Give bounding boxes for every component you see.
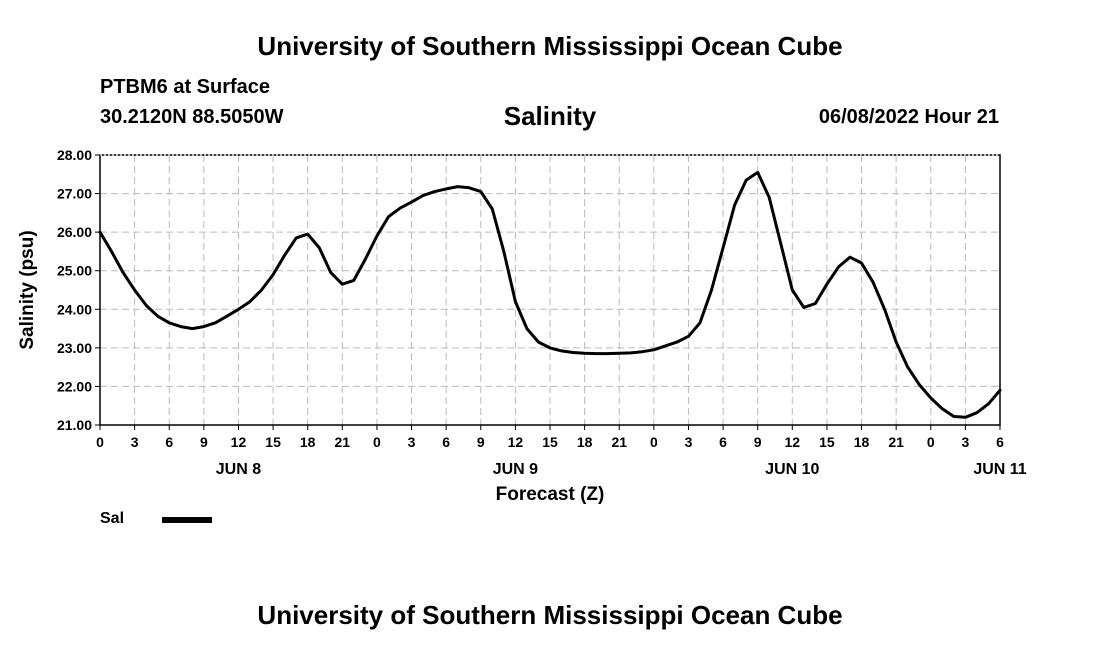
x-tick-label: 15	[542, 434, 558, 450]
chart-title: Salinity	[503, 101, 597, 131]
x-tick-label: 3	[961, 434, 969, 450]
x-tick-label: 18	[854, 434, 870, 450]
grid	[100, 155, 1000, 425]
x-tick-label: 9	[200, 434, 208, 450]
y-tick-label: 23.00	[57, 340, 92, 356]
day-label: JUN 9	[493, 461, 538, 478]
x-tick-label: 15	[819, 434, 835, 450]
x-tick-label: 6	[719, 434, 727, 450]
x-tick-label: 6	[996, 434, 1004, 450]
series-layer	[98, 170, 1002, 419]
y-tick-label: 22.00	[57, 378, 92, 394]
x-tick-label: 3	[408, 434, 416, 450]
page-title: University of Southern Mississippi Ocean…	[257, 31, 843, 61]
day-label: JUN 11	[973, 461, 1026, 478]
y-tick-label: 25.00	[57, 263, 92, 279]
x-tick-label: 0	[650, 434, 658, 450]
x-tick-label: 21	[335, 434, 351, 450]
x-tick-label: 15	[265, 434, 281, 450]
y-tick-label: 27.00	[57, 186, 92, 202]
day-label: JUN 8	[216, 461, 261, 478]
x-tick-label: 0	[927, 434, 935, 450]
x-tick-label: 0	[373, 434, 381, 450]
x-tick-label: 6	[165, 434, 173, 450]
footer-title: University of Southern Mississippi Ocean…	[257, 600, 843, 630]
x-tick-label: 12	[785, 434, 801, 450]
x-tick-label: 12	[231, 434, 247, 450]
x-tick-label: 3	[131, 434, 139, 450]
x-tick-label: 18	[577, 434, 593, 450]
y-axis-label: Salinity (psu)	[17, 230, 38, 349]
x-tick-label: 18	[300, 434, 316, 450]
station-coordinates: 30.2120N 88.5050W	[100, 106, 284, 128]
x-axis-label: Forecast (Z)	[496, 484, 605, 505]
legend-label: Sal	[100, 510, 125, 527]
x-tick-label: 0	[96, 434, 104, 450]
y-tick-label: 21.00	[57, 417, 92, 433]
axis-ticks: 21.00 22.00 23.00 24.00 25.00 26.00 27.00 28.00…	[57, 147, 1027, 478]
day-label: JUN 10	[765, 461, 819, 478]
x-tick-label: 9	[477, 434, 485, 450]
y-tick-label: 28.00	[57, 147, 92, 163]
forecast-datetime: 06/08/2022 Hour 21	[818, 106, 999, 128]
x-tick-label: 6	[442, 434, 450, 450]
x-tick-label: 12	[508, 434, 524, 450]
x-tick-label: 21	[611, 434, 627, 450]
y-tick-label: 26.00	[57, 224, 92, 240]
x-tick-label: 9	[754, 434, 762, 450]
legend-swatch	[162, 517, 212, 523]
x-tick-label: 21	[888, 434, 904, 450]
x-tick-label: 3	[685, 434, 693, 450]
station-name: PTBM6 at Surface	[100, 76, 271, 98]
y-tick-label: 24.00	[57, 301, 92, 317]
series-line-sal	[98, 170, 1002, 419]
